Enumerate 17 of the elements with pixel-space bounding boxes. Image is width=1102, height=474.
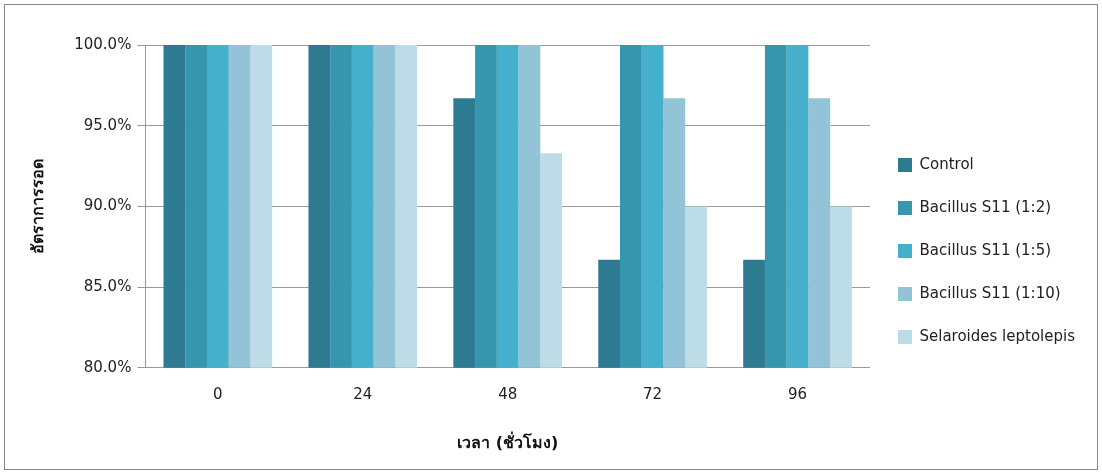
x-tick-label: 96 (787, 384, 808, 403)
legend-label: Control (919, 154, 974, 173)
y-tick-label: 80.0% (83, 357, 132, 376)
legend-label: Bacillus S11 (1:2) (919, 197, 1052, 216)
y-tick-label: 90.0% (83, 196, 132, 215)
x-axis-title: เวลา (ชั่วโมง) (457, 430, 559, 452)
y-tick-label: 95.0% (83, 115, 132, 134)
y-axis-title: อัตราการรอด (27, 158, 47, 254)
legend-label: Bacillus S11 (1:5) (919, 240, 1052, 259)
legend-label: Selaroides leptolepis (919, 326, 1076, 345)
y-tick-label: 85.0% (83, 276, 132, 295)
x-tick-label: 72 (643, 384, 663, 403)
legend-label: Bacillus S11 (1:10) (919, 283, 1061, 302)
x-tick-label: 24 (353, 384, 373, 403)
y-tick-label: 100.0% (74, 34, 132, 53)
x-tick-label: 0 (213, 384, 223, 403)
x-tick-label: 48 (498, 384, 518, 403)
